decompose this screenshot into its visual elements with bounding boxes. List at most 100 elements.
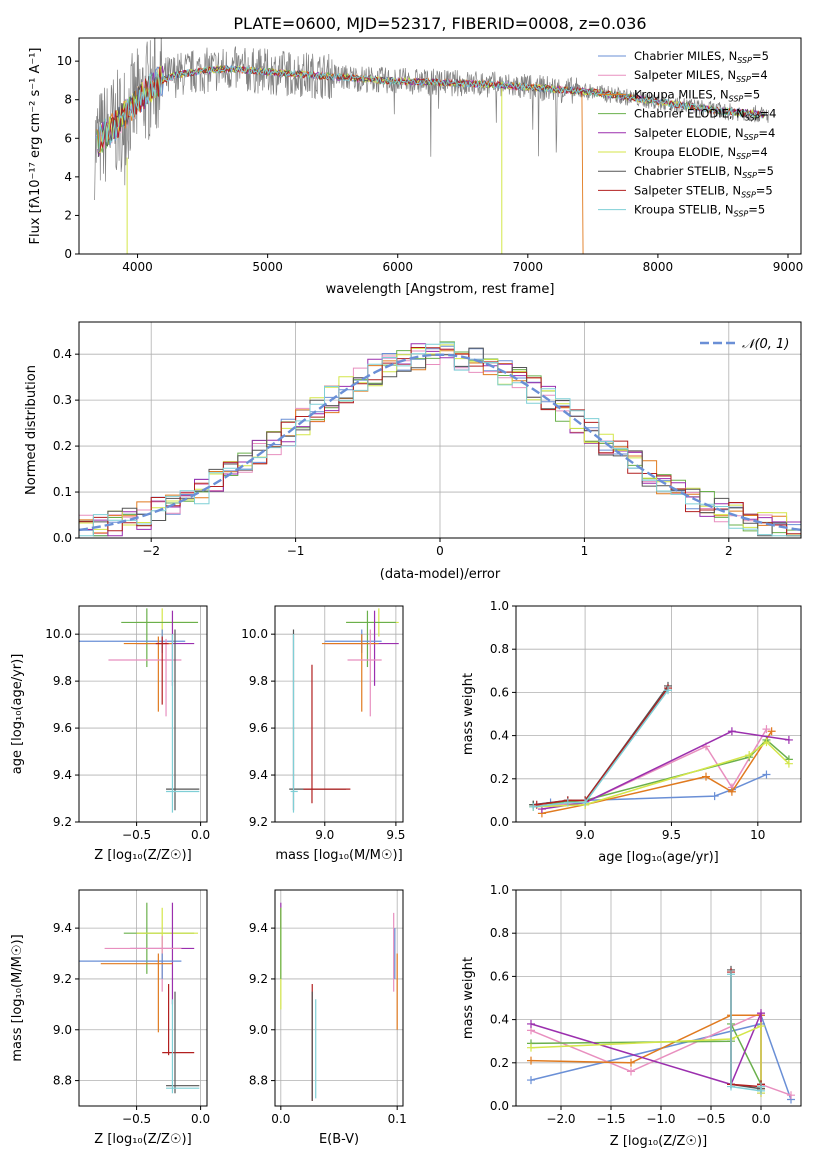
panel-age_vs_mass: 9.0 9.5 9.2 9.4 9.6 9.8 10.0 mass [log₁₀(M/M☉)] (241, 605, 405, 863)
legend-label: Chabrier ELODIE, NSSP=4 (634, 107, 776, 123)
y-tick-label: 0.4 (490, 1013, 509, 1027)
weight-marker (727, 787, 736, 796)
x-tick-label: −1 (287, 544, 305, 558)
y-tick-label: 0.4 (53, 347, 72, 361)
x-tick-label: 2 (725, 544, 733, 558)
weight-marker (581, 798, 590, 807)
y-tick-label: 0.8 (490, 642, 509, 656)
weight-line-salpeter-stelib (536, 687, 669, 806)
x-tick-label: 0.1 (388, 1112, 407, 1126)
x-tick-label: −1.5 (596, 1112, 625, 1126)
x-tick-label: 0 (436, 544, 444, 558)
y-tick-label: 0.2 (490, 772, 509, 786)
normal-reference-curve (79, 353, 801, 532)
legend-label: Kroupa MILES, NSSP=5 (634, 87, 760, 103)
x-tick-label: 0.0 (751, 1112, 770, 1126)
weight-line-salpeter-elodie (530, 1012, 762, 1093)
x-tick-label: −2 (142, 544, 160, 558)
y-tick-label: 9.4 (53, 921, 72, 935)
weight-line-chabrier-elodie (533, 738, 790, 806)
weight-marker (527, 1043, 535, 1052)
figure-title: PLATE=0600, MJD=52317, FIBERID=0008, z=0… (233, 14, 646, 33)
x-tick-label: 4000 (122, 260, 153, 274)
legend-label: Chabrier MILES, NSSP=5 (634, 49, 769, 65)
panel-spectrum: 4000 5000 6000 7000 8000 9000 0 2 4 6 8 10 wavelengt… (28, 37, 804, 297)
x-tick-label: 5000 (252, 260, 283, 274)
y-tick-label: 9.2 (249, 815, 268, 829)
x-tick-label: 9.5 (662, 828, 681, 842)
weight-marker (527, 1076, 535, 1085)
y-tick-label: 1.0 (490, 599, 509, 613)
weight-marker (757, 1082, 765, 1091)
weight-marker (757, 1022, 765, 1031)
y-tick-label: 0.0 (53, 531, 72, 545)
weight-marker (784, 759, 793, 768)
weight-marker (762, 770, 771, 779)
y-axis-label: age [log₁₀(age/yr)] (10, 654, 25, 775)
x-tick-label: 9.0 (576, 828, 595, 842)
y-tick-label: 8.8 (53, 1074, 72, 1088)
panel-mass_weight_vs_age: 9.0 9.5 10 0.0 0.2 0.4 0.6 0.8 1.0 age [log₁₀(age… (461, 599, 802, 865)
axes-frame (274, 605, 404, 823)
y-tick-label: 9.2 (53, 972, 72, 986)
weight-marker (727, 727, 736, 736)
y-tick-label: 9.8 (53, 674, 72, 688)
y-tick-label: 10.0 (241, 627, 268, 641)
weight-marker (727, 1082, 735, 1091)
x-tick-label: −1.0 (646, 1112, 675, 1126)
histogram-kroupa-stelib (79, 342, 801, 537)
legend-label: Kroupa ELODIE, NSSP=4 (634, 145, 768, 161)
plot-area (527, 965, 795, 1104)
legend-label: Kroupa STELIB, NSSP=5 (634, 203, 765, 219)
weight-marker (745, 751, 754, 760)
weight-marker (710, 792, 719, 801)
y-tick-label: 10 (57, 54, 72, 68)
y-tick-label: 0.8 (490, 926, 509, 940)
weight-marker (727, 970, 735, 979)
y-axis-label: mass weight (461, 673, 476, 755)
y-tick-label: 0.1 (53, 485, 72, 499)
plot-area (289, 608, 399, 813)
x-tick-label: 0.0 (191, 1112, 210, 1126)
y-tick-label: 9.4 (249, 768, 268, 782)
x-tick-label: 7000 (513, 260, 544, 274)
x-tick-label: −0.5 (696, 1112, 725, 1126)
legend-label: Salpeter ELODIE, NSSP=4 (634, 126, 775, 142)
x-tick-label: 0.0 (271, 1112, 290, 1126)
weight-marker (702, 772, 710, 781)
y-tick-label: 0 (64, 247, 72, 261)
y-axis-label: Normed distribution (24, 365, 39, 495)
plot-area (529, 681, 793, 818)
panel-mass_weight_vs_Z: −2.0 −1.5 −1.0 −0.5 0.0 0.0 0.2 0.4 0.6 0.8 1.0 Z [… (461, 883, 802, 1149)
x-tick-label: −2.0 (546, 1112, 575, 1126)
weight-marker (787, 1091, 795, 1100)
x-tick-label: 8000 (643, 260, 674, 274)
x-axis-label: Z [log₁₀(Z/Z☉)] (94, 1132, 191, 1147)
x-axis-label: mass [log₁₀(M/M☉)] (275, 848, 402, 863)
panel-age_vs_Z: −0.5 0.0 9.2 9.4 9.6 9.8 10.0 Z [log₁₀(Z/Z☉)] ag… (10, 605, 210, 863)
plot-area (280, 902, 398, 1101)
axes-frame (274, 889, 404, 1107)
weight-line-salpeter-stelib (730, 972, 762, 1088)
x-axis-label: (data-model)/error (380, 567, 501, 582)
x-axis-label: age [log₁₀(age/yr)] (598, 850, 719, 865)
panel-mass_vs_Z: −0.5 0.0 8.8 9.0 9.2 9.4 Z [log₁₀(Z/Z☉)] mass [… (10, 889, 210, 1147)
y-tick-label: 9.4 (53, 768, 72, 782)
model-spectrum-kroupa-stelib (98, 65, 765, 153)
axes-frame (78, 605, 208, 823)
x-axis-label: Z [log₁₀(Z/Z☉)] (610, 1134, 707, 1149)
weight-line-kroupa-elodie (530, 1024, 762, 1093)
x-tick-label: 9000 (773, 260, 804, 274)
weight-marker (767, 727, 776, 736)
weight-marker (664, 686, 672, 695)
weight-marker (757, 1009, 765, 1018)
axes-frame (78, 889, 208, 1107)
y-tick-label: 8 (64, 93, 72, 107)
y-axis-label: mass weight (461, 957, 476, 1039)
weight-marker (529, 802, 538, 811)
axes-frame (515, 605, 802, 823)
x-axis-label: E(B-V) (319, 1132, 359, 1147)
y-tick-label: 9.0 (53, 1023, 72, 1037)
x-tick-label: 9.5 (386, 828, 405, 842)
